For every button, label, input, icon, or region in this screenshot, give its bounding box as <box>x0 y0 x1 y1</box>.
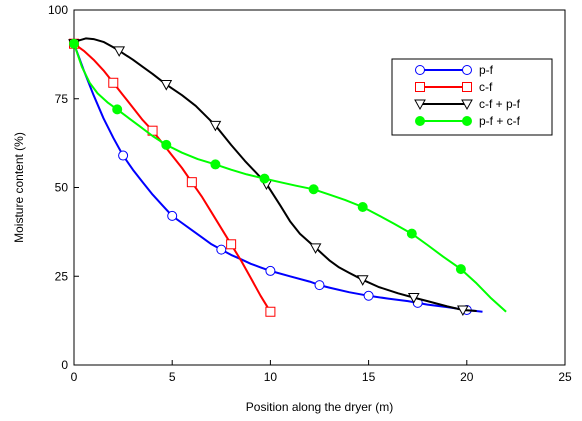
data-point <box>406 228 417 239</box>
data-point <box>265 306 276 317</box>
data-point <box>309 243 322 254</box>
x-tick-label: 25 <box>558 370 572 384</box>
data-point <box>357 202 368 213</box>
y-tick-label: 25 <box>55 269 69 283</box>
legend-marker <box>462 65 472 75</box>
y-tick-label: 50 <box>55 181 69 195</box>
legend-marker <box>415 82 425 92</box>
series-layer <box>68 37 507 317</box>
y-tick-label: 0 <box>61 358 68 372</box>
x-tick-label: 10 <box>264 370 278 384</box>
data-point <box>209 120 222 132</box>
data-point <box>167 210 178 221</box>
x-tick-label: 0 <box>71 370 78 384</box>
data-point <box>69 38 79 49</box>
series-line <box>73 43 483 313</box>
series-p-f-c-f <box>69 38 507 313</box>
series-c-f <box>69 38 276 317</box>
legend-item: p-f <box>415 63 494 77</box>
data-point <box>455 264 466 275</box>
x-tick-label: 5 <box>169 370 176 384</box>
legend-label: c-f <box>479 80 493 94</box>
legend-label: p-f + c-f <box>479 114 521 128</box>
data-point <box>112 104 123 115</box>
y-tick-label: 100 <box>48 3 68 17</box>
data-point <box>356 275 369 286</box>
data-point <box>113 46 126 57</box>
data-point <box>226 239 237 250</box>
legend-label: c-f + p-f <box>479 97 521 111</box>
y-axis-label: Moisture content (%) <box>12 132 26 243</box>
data-point <box>108 77 119 88</box>
legend-label: p-f <box>479 63 494 77</box>
legend-marker <box>462 116 472 126</box>
legend-marker <box>415 116 425 126</box>
legend-item: c-f <box>415 80 493 94</box>
legend-marker <box>462 82 472 92</box>
data-point <box>308 184 319 195</box>
series-line <box>73 42 272 313</box>
legend-marker <box>414 99 426 111</box>
data-point <box>186 177 197 188</box>
x-tick-label: 15 <box>362 370 376 384</box>
legend-marker <box>415 65 425 75</box>
legend-marker <box>461 99 473 111</box>
data-point <box>363 290 374 301</box>
data-point <box>161 139 172 150</box>
data-point <box>118 150 129 161</box>
data-point <box>265 265 276 276</box>
legend-item: c-f + p-f <box>414 97 521 111</box>
legend-item: p-f + c-f <box>415 114 521 128</box>
data-point <box>216 244 227 255</box>
axis-ticks: 0 5 10 15 20 25 0 25 50 75 100 <box>48 3 572 384</box>
data-point <box>259 173 270 184</box>
data-point <box>210 159 221 170</box>
data-point <box>407 293 420 304</box>
series-c-f-p-f <box>68 37 477 317</box>
legend: p-f c-f c-f + p-f p-f + c-f <box>391 58 553 136</box>
y-tick-label: 75 <box>55 92 69 106</box>
data-point <box>160 80 173 91</box>
x-axis-label: Position along the dryer (m) <box>246 400 393 414</box>
data-point <box>457 305 469 317</box>
x-tick-label: 20 <box>460 370 474 384</box>
data-point <box>314 280 325 291</box>
